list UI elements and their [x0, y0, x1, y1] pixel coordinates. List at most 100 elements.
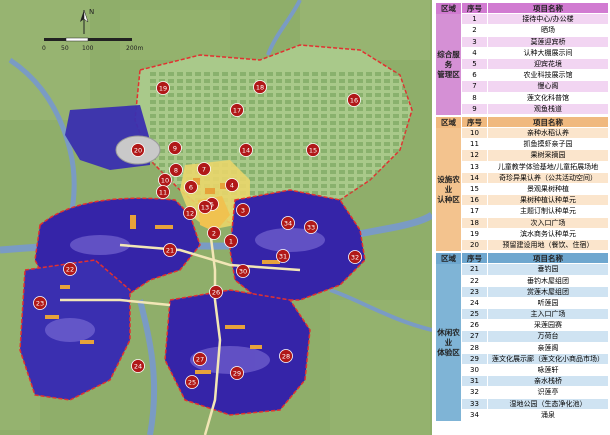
legend-row: 29 莲文化展示廊（莲文化小商品市场）: [462, 353, 608, 365]
legend-row: 22 垂钓木屋组团: [462, 275, 608, 287]
svg-text:8: 8: [174, 166, 178, 174]
marker-7: 7: [197, 162, 211, 176]
legend-row-number: 31: [462, 376, 488, 388]
legend-row-name: 迎宾花境: [488, 58, 608, 71]
legend-row: 19 滨水商务认种单元: [462, 228, 608, 240]
legend-row: 18 次入口广场: [462, 217, 608, 229]
marker-1: 1: [224, 234, 238, 248]
legend-row-number: 6: [462, 70, 488, 82]
marker-15: 15: [306, 143, 320, 157]
marker-4: 4: [225, 178, 239, 192]
legend-row: 4 认种大棚展示间: [462, 47, 608, 59]
legend-row-name: 认种大棚展示间: [488, 47, 608, 59]
legend-header-area: 区域: [436, 116, 462, 129]
legend-row-number: 10: [462, 128, 488, 140]
service-zone: [180, 160, 250, 230]
svg-text:33: 33: [307, 223, 315, 231]
svg-text:20: 20: [134, 146, 142, 154]
legend-row: 20 预留建设用地（餐饮、住宿）: [462, 239, 608, 252]
legend-row: 5 迎宾花境: [462, 58, 608, 71]
legend-row: 16 果树种植认种单元: [462, 195, 608, 207]
marker-9: 9: [168, 141, 182, 155]
legend-row-name: 莫莲迎宾桥: [488, 36, 608, 48]
svg-text:10: 10: [161, 176, 169, 184]
svg-text:28: 28: [282, 352, 290, 360]
svg-text:11: 11: [159, 188, 167, 196]
legend-row-name: 慢心阁: [488, 81, 608, 93]
svg-text:6: 6: [189, 183, 193, 191]
svg-text:200m: 200m: [126, 45, 143, 52]
svg-text:3: 3: [241, 206, 245, 214]
svg-text:50: 50: [61, 45, 69, 52]
legend-section-2: 区域 序号 项目名称 设施农业 认种区 10 亲种水稻认养 11 抓鱼摸虾亲子园 12 果树采摘园 1…: [435, 115, 609, 253]
svg-text:24: 24: [134, 362, 142, 370]
legend-row-number: 30: [462, 365, 488, 377]
legend-row-number: 26: [462, 320, 488, 332]
legend-row-number: 12: [462, 150, 488, 162]
legend-row-name: 垂钓木屋组团: [488, 275, 608, 287]
legend-row-name: 亲水栈桥: [488, 376, 608, 388]
marker-24: 24: [131, 359, 145, 373]
legend-row-name: 识莲亭: [488, 387, 608, 399]
marker-33: 33: [304, 220, 318, 234]
legend-row-name: 儿童教学体验基地/儿童拓展场地: [488, 161, 608, 173]
legend-row-number: 1: [462, 14, 488, 26]
marker-20: 20: [131, 143, 145, 157]
legend-row-number: 25: [462, 309, 488, 321]
legend-row-name: 湿地公园（生态净化池）: [488, 398, 608, 410]
legend-row-number: 18: [462, 217, 488, 229]
marker-21: 21: [163, 243, 177, 257]
legend-row-number: 13: [462, 161, 488, 173]
legend-row-number: 24: [462, 297, 488, 310]
legend-row: 10 亲种水稻认养: [462, 128, 608, 140]
legend-row-number: 27: [462, 331, 488, 343]
legend-row-number: 23: [462, 286, 488, 298]
legend-row-name: 莲文化科普馆: [488, 92, 608, 104]
marker-8: 8: [169, 163, 183, 177]
legend-row-number: 11: [462, 139, 488, 151]
svg-text:9: 9: [173, 144, 177, 152]
svg-text:25: 25: [188, 378, 196, 386]
legend-row: 7 慢心阁: [462, 81, 608, 93]
legend-row-name: 接待中心/办公楼: [488, 14, 608, 26]
legend-row-number: 33: [462, 398, 488, 410]
svg-text:13: 13: [201, 203, 209, 211]
svg-text:31: 31: [279, 252, 287, 260]
legend-row-number: 28: [462, 342, 488, 354]
marker-10: 10: [158, 173, 172, 187]
legend-row: 15 景观果树种植: [462, 184, 608, 196]
marker-26: 26: [209, 285, 223, 299]
legend-row-name: 农业科技展示馆: [488, 70, 608, 82]
svg-text:4: 4: [230, 181, 234, 189]
legend-row-name: 亲莲阁: [488, 342, 608, 354]
legend-row: 26 采莲园赛: [462, 320, 608, 332]
legend-header-name: 项目名称: [488, 253, 608, 265]
marker-27: 27: [193, 352, 207, 366]
legend-section-1: 区域 序号 项目名称 综合服务 管理区 1 接待中心/办公楼 2 晒场 3 莫莲迎宾桥 4 认种大棚展示…: [435, 2, 609, 116]
svg-text:N: N: [89, 8, 94, 16]
legend-header: 区域 序号 项目名称: [436, 253, 608, 265]
legend-row-name: 莲文化展示廊（莲文化小商品市场）: [488, 353, 608, 365]
legend-row: 2 晒场: [462, 25, 608, 37]
svg-text:19: 19: [159, 84, 167, 92]
marker-25: 25: [185, 375, 199, 389]
legend-row-name: 预留建设用地（餐饮、住宿）: [488, 239, 608, 252]
marker-13: 13: [198, 200, 212, 214]
legend-row-number: 20: [462, 239, 488, 252]
legend-row-name: 滨水商务认种单元: [488, 228, 608, 240]
legend-row-name: 果树种植认种单元: [488, 195, 608, 207]
marker-32: 32: [348, 250, 362, 264]
svg-text:12: 12: [186, 209, 194, 217]
legend-row-name: 咏莲轩: [488, 365, 608, 377]
legend-row-name: 亲种水稻认养: [488, 128, 608, 140]
marker-2: 2: [207, 226, 221, 240]
legend-row: 3 莫莲迎宾桥: [462, 36, 608, 48]
legend-row: 23 赏莲木屋组团: [462, 286, 608, 298]
svg-text:21: 21: [166, 246, 174, 254]
legend-header: 区域 序号 项目名称: [436, 116, 608, 129]
marker-3: 3: [236, 203, 250, 217]
roads: [60, 229, 301, 435]
legend-row-number: 15: [462, 184, 488, 196]
legend-row-number: 5: [462, 58, 488, 71]
